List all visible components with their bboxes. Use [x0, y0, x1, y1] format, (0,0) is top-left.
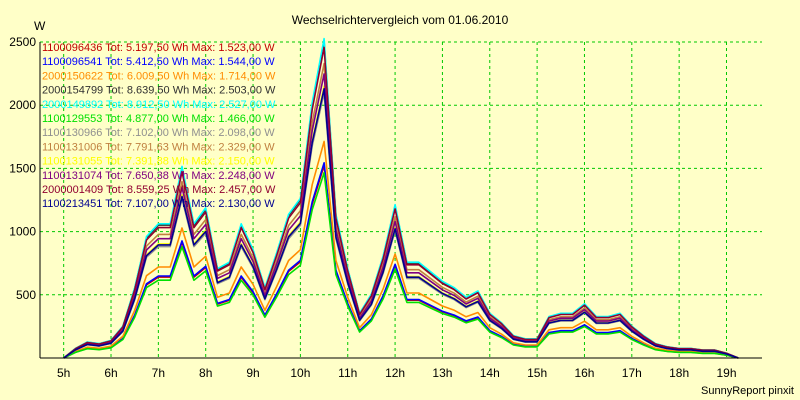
legend-entry-2000150622: 2000150622 Tot: 6.009,50 Wh Max: 1.714,0…: [42, 70, 276, 82]
legend-entry-1100096436: 1100096436 Tot: 5.197,50 Wh Max: 1.523,0…: [42, 42, 275, 54]
y-axis-unit: W: [34, 19, 46, 33]
y-tick-label: 1000: [9, 225, 36, 239]
series-line-1100213451: [63, 88, 739, 359]
x-tick-label: 13h: [432, 366, 452, 380]
legend-entry-1100131074: 1100131074 Tot: 7.650,38 Wh Max: 2.248,0…: [42, 170, 275, 182]
x-tick-label: 15h: [527, 366, 547, 380]
tick-labels: 500 1000 1500 2000 2500 5h 6h 7h 8h 9h 10h 11h 12h 13…: [9, 35, 736, 380]
y-tick-label: 2000: [9, 98, 36, 112]
x-tick-label: 19h: [716, 366, 736, 380]
series-line-1100131006: [63, 62, 739, 359]
x-tick-label: 16h: [574, 366, 594, 380]
legend: 1100096436 Tot: 5.197,50 Wh Max: 1.523,0…: [42, 42, 276, 210]
series-line-2000001409: [63, 46, 739, 359]
legend-entry-1100131055: 1100131055 Tot: 7.391,88 Wh Max: 2.150,0…: [42, 156, 275, 168]
legend-entry-1100213451: 1100213451 Tot: 7.107,00 Wh Max: 2.130,0…: [42, 198, 275, 210]
y-tick-label: 2500: [9, 35, 36, 49]
x-tick-label: 7h: [152, 366, 165, 380]
legend-entry-1100131006: 1100131006 Tot: 7.791,63 Wh Max: 2.329,0…: [42, 141, 275, 153]
x-tick-label: 10h: [290, 366, 310, 380]
legend-entry-2000154799: 2000154799 Tot: 8.639,50 Wh Max: 2.503,0…: [42, 85, 276, 97]
legend-entry-1100129553: 1100129553 Tot: 4.877,00 Wh Max: 1.466,0…: [42, 113, 275, 125]
x-tick-label: 17h: [622, 366, 642, 380]
x-tick-label: 14h: [480, 366, 500, 380]
x-tick-label: 9h: [246, 366, 259, 380]
x-tick-label: 11h: [338, 366, 357, 380]
series-line-1100129553: [63, 171, 739, 359]
y-tick-label: 1500: [9, 161, 36, 175]
x-tick-label: 5h: [57, 366, 70, 380]
y-tick-label: 500: [16, 288, 36, 302]
series-lines: [63, 37, 739, 359]
series-line-1100131074: [63, 73, 739, 359]
series-line-1100096541: [63, 162, 739, 359]
x-tick-label: 6h: [104, 366, 117, 380]
legend-entry-1100096541: 1100096541 Tot: 5.412,50 Wh Max: 1.544,0…: [42, 56, 275, 68]
x-tick-label: 18h: [669, 366, 689, 380]
credit-label: SunnyReport pinxit: [701, 385, 794, 397]
axes: [39, 42, 762, 359]
legend-entry-1100130966: 1100130966 Tot: 7.102,00 Wh Max: 2.098,0…: [42, 127, 275, 139]
legend-entry-2000001409: 2000001409 Tot: 8.559,25 Wh Max: 2.457,0…: [42, 184, 276, 196]
grid: [40, 41, 762, 358]
series-line-2000150622: [63, 140, 739, 359]
x-tick-label: 12h: [385, 366, 405, 380]
legend-entry-2000149892: 2000149892 Tot: 8.912,50 Wh Max: 2.527,0…: [42, 99, 276, 111]
chart-title: Wechselrichtervergleich vom 01.06.2010: [292, 13, 509, 27]
x-tick-label: 8h: [199, 366, 212, 380]
